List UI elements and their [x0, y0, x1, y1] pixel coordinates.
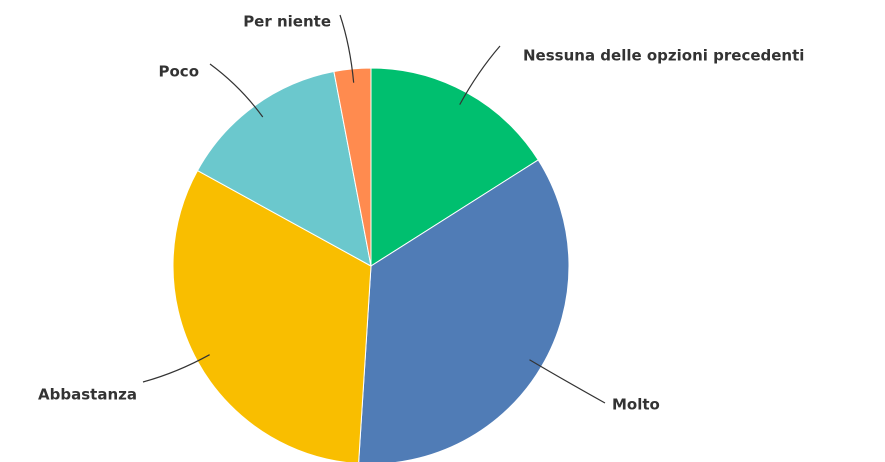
leader-line — [459, 45, 501, 105]
slice-label: Per niente — [243, 13, 331, 31]
leader-line — [529, 359, 606, 404]
slice-label: Abbastanza — [38, 386, 137, 404]
slice-label: Nessuna delle opzioni precedenti — [523, 47, 804, 65]
leader-line — [339, 14, 355, 83]
slice-label: Poco — [159, 63, 200, 81]
leader-line — [142, 354, 210, 383]
leader-line — [209, 63, 264, 118]
slice-label: Molto — [612, 396, 660, 414]
